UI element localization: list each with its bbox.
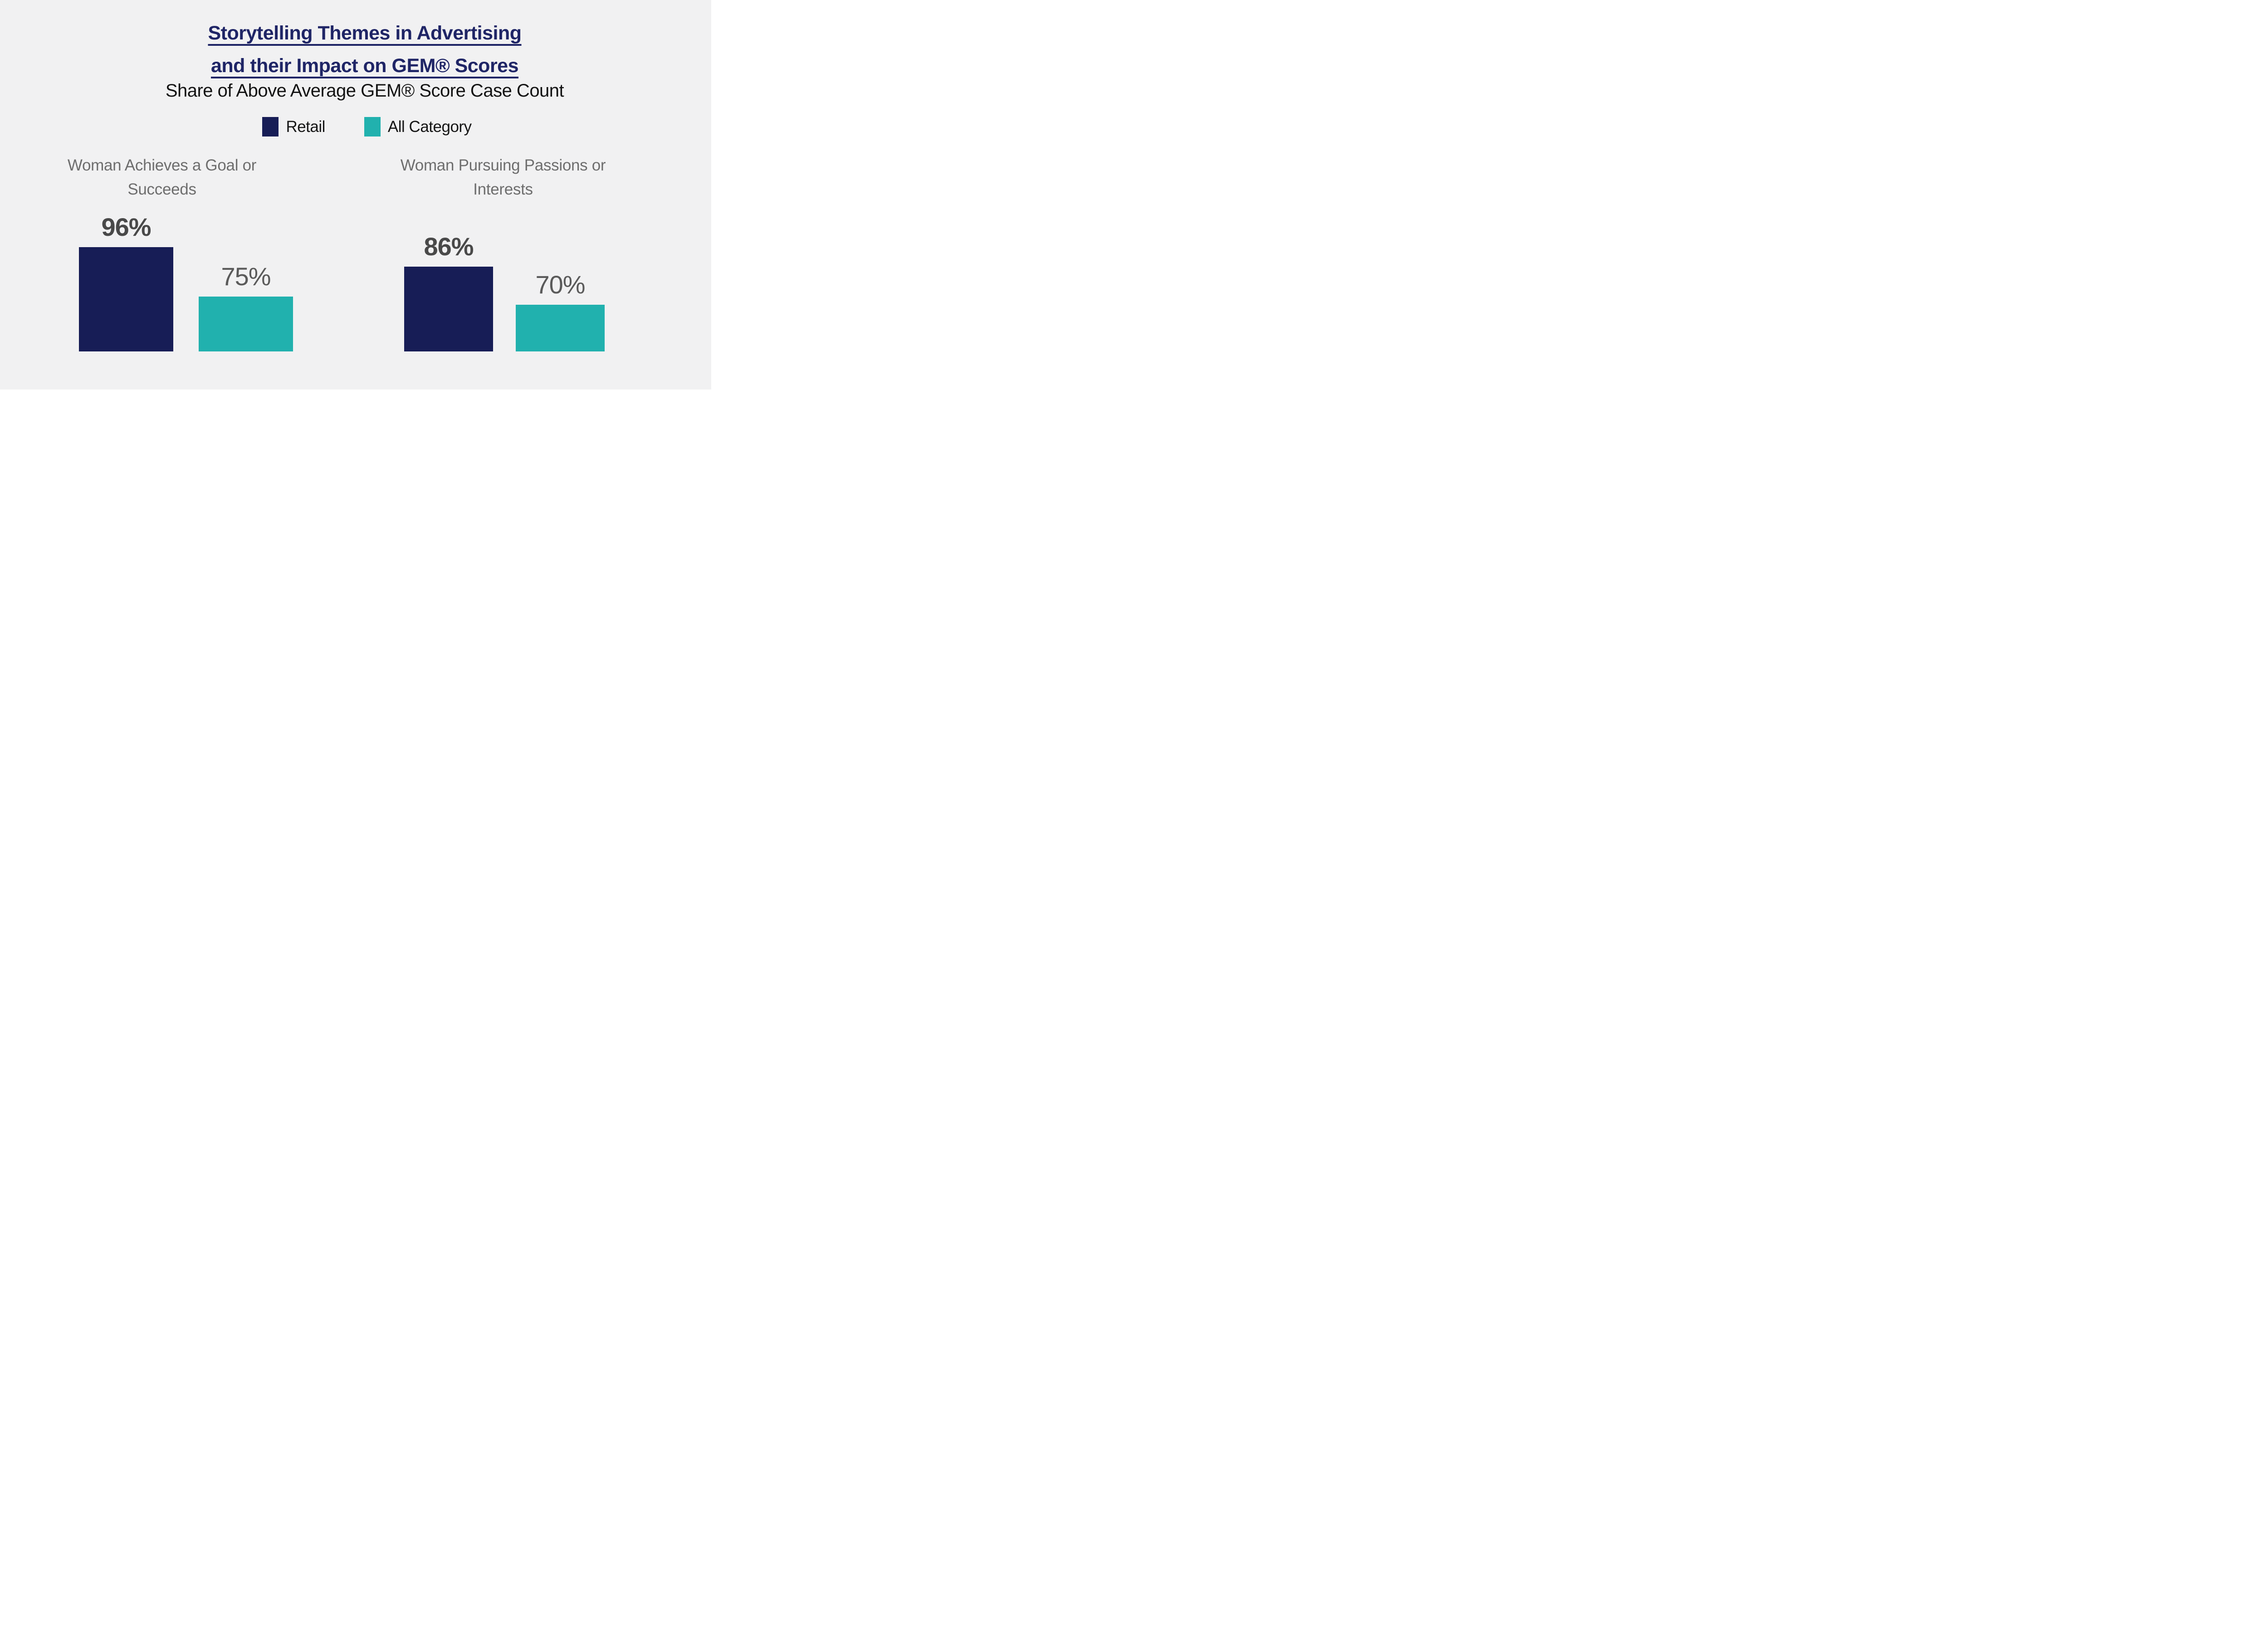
chart-title-line: and their Impact on GEM® Scores — [18, 52, 711, 84]
legend: Retail All Category — [23, 117, 711, 136]
legend-label-all-category: All Category — [387, 117, 472, 136]
chart-title: Storytelling Themes in Advertising and t… — [18, 19, 711, 84]
category-label-woman-achieves: Woman Achieves a Goal or Succeeds — [67, 156, 257, 198]
chart-canvas: Storytelling Themes in Advertising and t… — [0, 0, 711, 390]
bar-cell: 75% — [199, 262, 293, 351]
value-label-retail-woman-achieves: 96% — [101, 213, 151, 241]
legend-swatch-all-category — [364, 117, 381, 136]
legend-swatch-retail — [262, 117, 279, 136]
value-label-allcategory-woman-pursuing: 70% — [535, 270, 585, 299]
legend-label-retail: Retail — [286, 117, 325, 136]
bar-allcategory-woman-achieves — [199, 297, 293, 351]
chart-title-line: Storytelling Themes in Advertising — [18, 19, 711, 52]
chart-title-line2: and their Impact on GEM® Scores — [210, 55, 519, 77]
bar-cell: 86% — [404, 232, 493, 351]
category-label-woman-pursuing: Woman Pursuing Passions or Interests — [400, 156, 606, 198]
legend-item-all-category: All Category — [364, 117, 472, 136]
legend-item-retail: Retail — [262, 117, 325, 136]
bar-cell: 70% — [516, 270, 605, 351]
chart-title-line1: Storytelling Themes in Advertising — [208, 22, 522, 44]
bar-retail-woman-pursuing — [404, 267, 493, 351]
bar-group-woman-achieves: 96% 75% — [79, 212, 293, 351]
chart-subtitle: Share of Above Average GEM® Score Case C… — [165, 81, 564, 101]
bar-retail-woman-achieves — [79, 247, 173, 351]
bar-cell: 96% — [79, 212, 173, 351]
value-label-allcategory-woman-achieves: 75% — [221, 262, 271, 291]
bar-allcategory-woman-pursuing — [516, 305, 605, 351]
bar-group-woman-pursuing: 86% 70% — [404, 232, 605, 351]
value-label-retail-woman-pursuing: 86% — [424, 232, 474, 261]
